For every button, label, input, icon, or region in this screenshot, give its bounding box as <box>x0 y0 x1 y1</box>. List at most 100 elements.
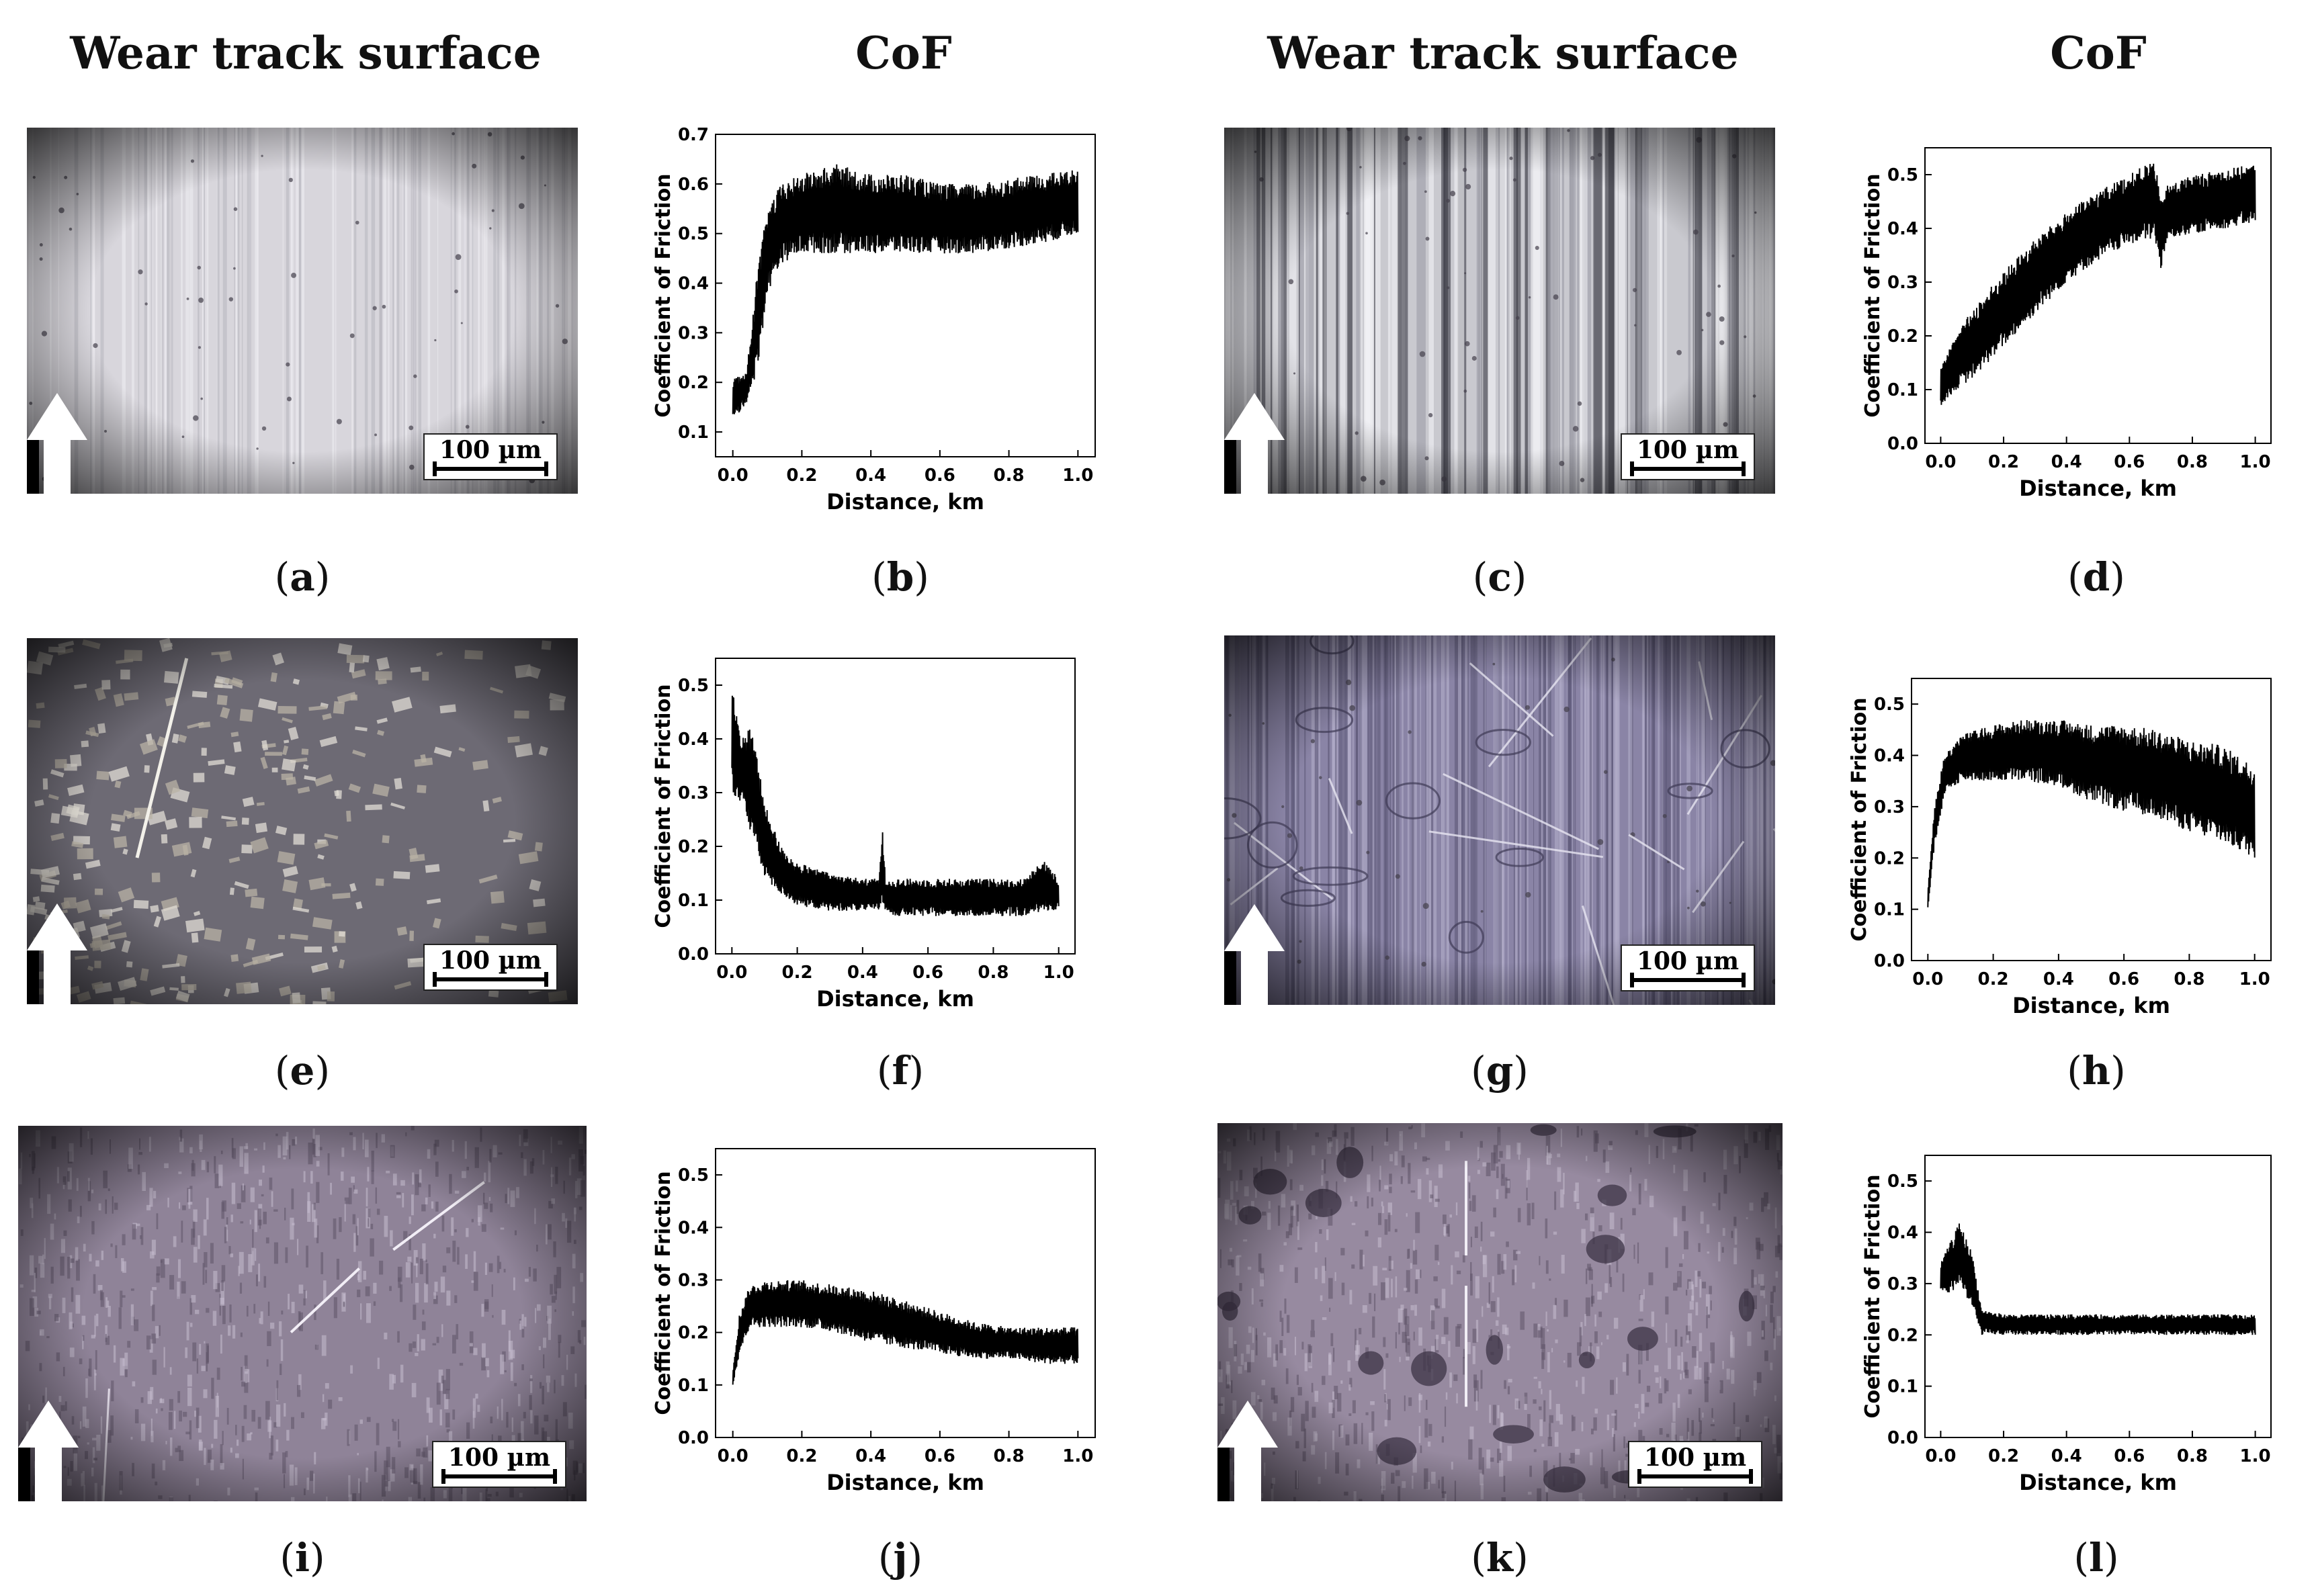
x-tick-label: 0.2 <box>782 963 813 983</box>
y-tick-label: 0.0 <box>1874 951 1905 971</box>
x-tick-label: 0.6 <box>2108 969 2139 989</box>
cof-chart-h: 0.0 0.1 0.2 0.3 0.4 0.5 0.0 0.2 0.4 0.6 0.8 1.0 Dist… <box>1848 678 2272 1018</box>
panel-label-i: (i) <box>280 1535 325 1581</box>
scale-bar: 100 µm <box>1628 1441 1762 1488</box>
x-tick-label: 0.0 <box>718 466 748 486</box>
scale-bar: 100 µm <box>1621 433 1755 480</box>
scale-bar-label: 100 µm <box>447 1444 551 1472</box>
x-tick-label: 0.6 <box>2114 452 2145 472</box>
x-tick-label: 0.6 <box>912 963 943 983</box>
scale-bar-line <box>433 461 548 476</box>
x-tick-label: 0.2 <box>1978 969 2009 989</box>
panel-label-b: (b) <box>871 554 929 600</box>
x-tick-label: 0.6 <box>925 1446 955 1466</box>
x-tick-label: 0.4 <box>855 466 886 486</box>
x-tick-label: 0.8 <box>2177 452 2208 472</box>
micrograph-i: 100 µm <box>18 1126 587 1501</box>
y-tick-label: 0.2 <box>678 837 709 857</box>
sliding-direction-arrow-icon <box>1224 904 1285 1005</box>
y-tick-label: 0.0 <box>1887 1428 1918 1448</box>
micrograph-texture <box>27 638 578 1004</box>
scale-bar-label: 100 µm <box>1636 947 1740 975</box>
x-axis-label: Distance, km <box>2019 476 2177 501</box>
x-tick-label: 1.0 <box>1043 963 1074 983</box>
panel-label-l: (l) <box>2073 1535 2119 1581</box>
y-tick-label: 0.4 <box>678 274 709 294</box>
y-tick-label: 0.0 <box>678 1428 709 1448</box>
x-tick-label: 0.4 <box>855 1446 886 1466</box>
plot-frame <box>715 658 1076 955</box>
scale-bar-line <box>1637 1469 1753 1484</box>
y-axis-label: Coefficient of Friction <box>652 173 675 417</box>
scale-bar-label: 100 µm <box>1636 436 1740 464</box>
x-tick-label: 0.8 <box>2174 969 2204 989</box>
x-tick-label: 1.0 <box>1062 1446 1093 1466</box>
x-tick-label: 0.4 <box>847 963 878 983</box>
y-tick-label: 0.2 <box>678 1323 709 1343</box>
sliding-direction-arrow-icon <box>1217 1401 1278 1501</box>
y-tick-label: 0.4 <box>1887 219 1918 239</box>
cof-chart-b: 0.1 0.2 0.3 0.4 0.5 0.6 0.7 0.0 0.2 0.4 0.6 0.8 1.0 D… <box>652 125 1096 515</box>
y-tick-label: 0.2 <box>1887 326 1918 347</box>
y-tick-label: 0.0 <box>678 944 709 965</box>
x-tick-label: 1.0 <box>2240 452 2271 472</box>
scale-bar: 100 µm <box>423 944 558 991</box>
plot-frame <box>1924 1155 2272 1438</box>
y-tick-label: 0.5 <box>678 224 709 245</box>
y-tick-label: 0.5 <box>1887 165 1918 185</box>
x-axis-label: Distance, km <box>816 986 974 1012</box>
x-tick-label: 1.0 <box>2240 1446 2271 1466</box>
y-tick-label: 0.1 <box>678 1376 709 1396</box>
x-tick-label: 0.4 <box>2051 452 2082 472</box>
x-tick-label: 0.0 <box>716 963 747 983</box>
x-tick-label: 1.0 <box>2239 969 2270 989</box>
panel-label-h: (h) <box>2067 1048 2126 1094</box>
panel-label-c: (c) <box>1472 554 1527 600</box>
sliding-direction-arrow-icon <box>27 393 87 494</box>
plot-frame <box>715 134 1096 457</box>
plot-frame <box>715 1148 1096 1438</box>
y-axis-label: Coefficient of Friction <box>652 1171 675 1415</box>
x-axis-label: Distance, km <box>2019 1470 2177 1495</box>
scale-bar-line <box>433 972 548 987</box>
cof-chart-f: 0.0 0.1 0.2 0.3 0.4 0.5 0.0 0.2 0.4 0.6 0.8 1.0 Dist… <box>652 658 1076 1012</box>
scale-bar-label: 100 µm <box>1643 1444 1747 1472</box>
micrograph-texture <box>27 128 578 494</box>
y-tick-label: 0.5 <box>1887 1171 1918 1192</box>
cof-chart-j: 0.0 0.1 0.2 0.3 0.4 0.5 0.0 0.2 0.4 0.6 0.8 1.0 Dist… <box>652 1148 1096 1495</box>
scale-bar: 100 µm <box>432 1441 566 1488</box>
y-tick-label: 0.3 <box>1887 273 1918 293</box>
x-tick-label: 0.4 <box>2043 969 2074 989</box>
y-tick-label: 0.3 <box>1887 1274 1918 1294</box>
x-tick-label: 0.2 <box>786 466 817 486</box>
plot-frame <box>1924 147 2272 444</box>
y-tick-label: 0.2 <box>1887 1325 1918 1345</box>
sliding-direction-arrow-icon <box>27 903 87 1004</box>
y-tick-label: 0.3 <box>678 783 709 803</box>
x-tick-label: 0.0 <box>1912 969 1943 989</box>
x-axis-label: Distance, km <box>826 1470 984 1495</box>
x-tick-label: 0.8 <box>2177 1446 2208 1466</box>
y-tick-label: 0.2 <box>678 373 709 393</box>
scale-bar-line <box>1630 461 1746 476</box>
cof-series-line <box>1940 163 2256 405</box>
sliding-direction-arrow-icon <box>1224 393 1285 494</box>
cof-chart-l: 0.0 0.1 0.2 0.3 0.4 0.5 0.0 0.2 0.4 0.6 0.8 1.0 Dist… <box>1861 1155 2272 1495</box>
x-tick-label: 0.2 <box>1988 452 2019 472</box>
y-tick-label: 0.1 <box>678 423 709 443</box>
panel-label-a: (a) <box>274 554 331 600</box>
y-tick-label: 0.4 <box>1887 1223 1918 1243</box>
y-axis-label: Coefficient of Friction <box>1861 1174 1885 1418</box>
y-tick-label: 0.3 <box>678 1270 709 1290</box>
scale-bar-label: 100 µm <box>439 436 542 464</box>
cof-series-line <box>1927 719 2256 907</box>
y-tick-label: 0.3 <box>1874 797 1905 817</box>
micrograph-g: 100 µm <box>1224 635 1775 1005</box>
y-tick-label: 0.3 <box>678 323 709 343</box>
y-axis-label: Coefficient of Friction <box>1861 173 1885 417</box>
y-tick-label: 0.4 <box>1874 746 1905 766</box>
x-tick-label: 0.0 <box>1925 452 1956 472</box>
y-tick-label: 0.7 <box>678 125 709 145</box>
cof-chart-d: 0.0 0.1 0.2 0.3 0.4 0.5 0.0 0.2 0.4 0.6 0.8 1.0 Dist… <box>1861 147 2272 501</box>
x-tick-label: 0.6 <box>2114 1446 2145 1466</box>
